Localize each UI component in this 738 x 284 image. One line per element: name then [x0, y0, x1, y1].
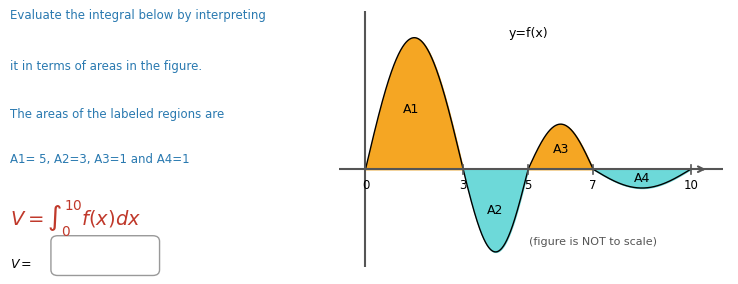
Text: y=f(x): y=f(x)	[508, 28, 548, 40]
Text: A4: A4	[634, 172, 650, 185]
Text: 5: 5	[525, 179, 532, 192]
Text: A1: A1	[403, 103, 419, 116]
Text: 10: 10	[683, 179, 698, 192]
Text: it in terms of areas in the figure.: it in terms of areas in the figure.	[10, 60, 202, 73]
Text: 3: 3	[459, 179, 466, 192]
Text: A1= 5, A2=3, A3=1 and A4=1: A1= 5, A2=3, A3=1 and A4=1	[10, 153, 190, 166]
Text: A3: A3	[553, 143, 569, 156]
Text: Evaluate the integral below by interpreting: Evaluate the integral below by interpret…	[10, 9, 266, 22]
Text: (figure is NOT to scale): (figure is NOT to scale)	[529, 237, 657, 247]
Text: $V = \int_0^{10} f(x)dx$: $V = \int_0^{10} f(x)dx$	[10, 199, 142, 239]
FancyBboxPatch shape	[51, 236, 159, 275]
Text: The areas of the labeled regions are: The areas of the labeled regions are	[10, 108, 224, 121]
Text: 0: 0	[362, 179, 369, 192]
Text: $V =$: $V =$	[10, 258, 32, 272]
Text: A2: A2	[487, 204, 504, 217]
Text: 7: 7	[590, 179, 597, 192]
